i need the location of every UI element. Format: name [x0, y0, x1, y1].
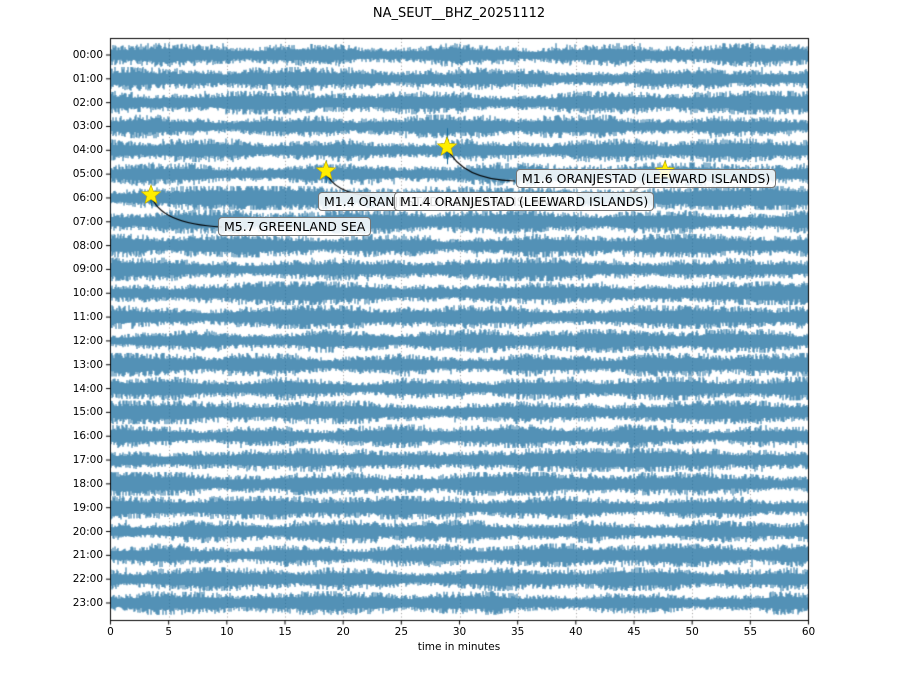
x-tick-label: 35: [510, 626, 525, 638]
x-tick-label: 50: [685, 626, 699, 638]
y-tick-label: 10:00: [72, 287, 103, 300]
event-star-icon: [315, 160, 337, 180]
y-tick-label: 07:00: [72, 215, 103, 228]
event-star-icon: [140, 183, 162, 204]
y-tick-label: 01:00: [72, 72, 103, 85]
event-annotation-label: M1.4 ORANJESTAD (LEEWARD ISLANDS): [394, 192, 655, 211]
y-tick-label: 03:00: [72, 120, 103, 133]
y-tick-label: 21:00: [72, 549, 103, 562]
x-tick-label: 30: [452, 626, 467, 638]
x-tick-label: 10: [220, 626, 234, 638]
x-tick-label: 15: [278, 626, 292, 638]
x-tick-label: 40: [569, 626, 583, 638]
y-tick-label: 00:00: [72, 49, 103, 61]
plot-title: NA_SEUT__BHZ_20251112: [372, 6, 546, 21]
y-tick-label: 19:00: [72, 501, 103, 514]
y-tick-label: 14:00: [72, 382, 103, 395]
y-tick-label: 04:00: [72, 144, 103, 157]
y-tick-label: 13:00: [72, 358, 103, 371]
y-tick-label: 22:00: [72, 573, 103, 586]
y-tick-label: 02:00: [72, 96, 103, 109]
event-annotation-label: M1.6 ORANJESTAD (LEEWARD ISLANDS): [516, 169, 777, 188]
x-tick-label: 60: [801, 626, 816, 638]
y-tick-label: 16:00: [72, 430, 103, 443]
y-tick-label: 17:00: [72, 454, 103, 467]
y-tick-label: 20:00: [72, 525, 103, 538]
x-tick-label: 0: [107, 626, 114, 638]
x-tick-label: 25: [394, 626, 409, 638]
y-tick-label: 18:00: [72, 477, 103, 490]
y-tick-label: 06:00: [72, 191, 103, 204]
x-tick-label: 45: [627, 626, 641, 638]
y-tick-label: 11:00: [72, 311, 103, 324]
y-tick-label: 12:00: [72, 334, 103, 347]
x-tick-label: 20: [336, 626, 350, 638]
y-tick-label: 09:00: [72, 263, 103, 276]
event-star-icon: [436, 136, 458, 157]
event-annotation-label: M5.7 GREENLAND SEA: [218, 217, 372, 236]
y-tick-label: 08:00: [72, 239, 103, 252]
x-tick-label: 5: [165, 626, 172, 638]
x-axis-label: time in minutes: [417, 641, 501, 653]
y-tick-label: 15:00: [72, 406, 103, 419]
y-tick-label: 23:00: [72, 596, 103, 609]
y-tick-label: 05:00: [72, 168, 103, 181]
x-tick-label: 55: [743, 626, 758, 638]
